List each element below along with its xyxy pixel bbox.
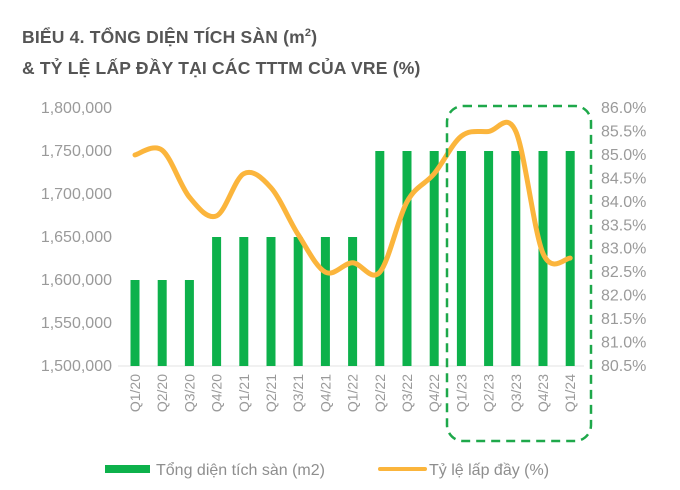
x-axis-labels: Q1/20 Q2/20 Q3/20 Q4/20 Q1/21 Q2/21 Q3/21 Q4/21… [127,374,578,412]
left-tick-label: 1,800,000 [41,100,112,117]
right-tick-label: 81.0% [601,335,646,352]
x-tick-label: Q3/22 [399,374,415,412]
left-tick-label: 1,750,000 [41,143,112,160]
x-tick-label: Q1/24 [562,374,578,412]
bar [348,237,358,366]
right-tick-label: 83.5% [601,217,646,234]
bar [511,151,521,366]
x-tick-label: Q4/21 [317,374,333,412]
right-tick-label: 80.5% [601,358,646,375]
left-tick-label: 1,650,000 [41,229,112,246]
bar [130,280,140,366]
highlight-box [445,104,593,443]
left-y-axis: 1,500,000 1,550,000 1,600,000 1,650,000 1,70… [41,100,112,375]
legend-bar-swatch [105,465,150,473]
right-tick-label: 83.0% [601,241,646,258]
right-tick-label: 85.5% [601,123,646,140]
x-tick-label: Q2/22 [372,374,388,412]
bar [157,280,167,366]
right-tick-label: 82.0% [601,288,646,305]
bar-series [130,151,575,366]
bar [375,151,385,366]
x-tick-label: Q2/20 [154,374,170,412]
right-tick-label: 82.5% [601,264,646,281]
x-tick-label: Q1/23 [453,374,469,412]
left-tick-label: 1,700,000 [41,186,112,203]
bar [212,237,222,366]
right-tick-label: 85.0% [601,147,646,164]
x-tick-label: Q1/20 [127,374,143,412]
bar [320,237,330,366]
bar [402,151,412,366]
bar [429,151,439,366]
chart-title-line1: BIỂU 4. TỔNG DIỆN TÍCH SÀN (m2) [22,26,318,47]
right-y-axis: 80.5% 81.0% 81.5% 82.0% 82.5% 83.0% 83.5% 84.0%… [601,100,646,375]
x-tick-label: Q3/20 [181,374,197,412]
left-tick-label: 1,550,000 [41,315,112,332]
x-tick-label: Q3/21 [290,374,306,412]
x-tick-label: Q1/22 [345,374,361,412]
chart-title: BIỂU 4. TỔNG DIỆN TÍCH SÀN (m2) & TỶ LỆ … [22,18,421,84]
occupancy-line [132,119,573,278]
bar [184,280,194,366]
bar [266,237,276,366]
right-tick-label: 84.0% [601,194,646,211]
bar [456,151,466,366]
x-tick-label: Q1/21 [236,374,252,412]
x-tick-label: Q4/23 [535,374,551,412]
left-tick-label: 1,600,000 [41,272,112,289]
bar [293,237,303,366]
chart-title-line2: & TỶ LỆ LẤP ĐẦY TẠI CÁC TTTM CỦA VRE (%) [22,57,421,78]
left-tick-label: 1,500,000 [41,358,112,375]
x-tick-label: Q4/20 [209,374,225,412]
right-tick-label: 86.0% [601,100,646,117]
bar [239,237,249,366]
x-tick-label: Q3/23 [508,374,524,412]
right-tick-label: 81.5% [601,311,646,328]
x-tick-label: Q2/21 [263,374,279,412]
x-tick-label: Q2/23 [481,374,497,412]
legend: Tổng diện tích sàn (m2) Tỷ lệ lấp đầy (%… [105,461,549,479]
legend-line-label: Tỷ lệ lấp đầy (%) [429,462,549,479]
right-tick-label: 84.5% [601,170,646,187]
x-tick-label: Q4/22 [426,374,442,412]
legend-bar-label: Tổng diện tích sàn (m2) [156,461,325,479]
bar [484,151,494,366]
